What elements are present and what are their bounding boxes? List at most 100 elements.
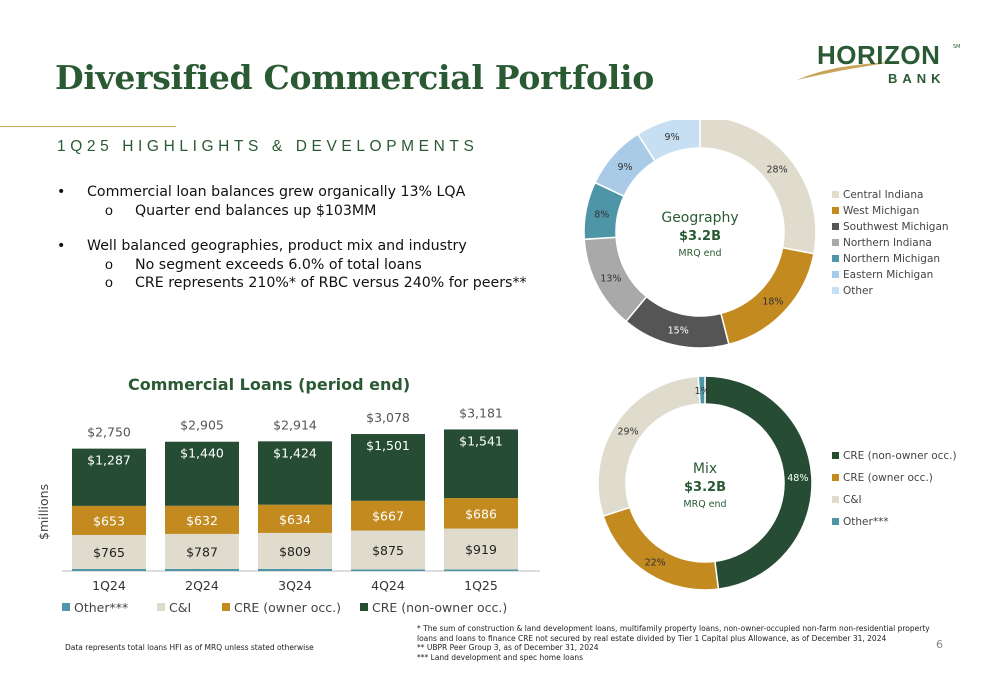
slice-label: 15% [668,326,689,337]
legend-swatch [832,271,839,278]
legend-swatch [832,255,839,262]
bar-segment-cre-owner-occ- [165,505,239,534]
sub-bullet-item: o No segment exceeds 6.0% of total loans [57,256,527,275]
bar-value-label: $787 [186,544,218,559]
legend-label: C&I [843,494,862,506]
bar-value-label: $1,501 [366,438,410,453]
slice-label: 29% [618,427,639,438]
bar-value-label: $765 [93,545,125,560]
sub-bullet-text: No segment exceeds 6.0% of total loans [135,256,422,273]
bar-segment-c-i [258,532,332,569]
logo-subtitle: BANK [888,71,946,86]
legend-label: Other*** [74,600,128,615]
bar-value-label: $1,541 [459,433,503,448]
donut-slice [625,295,730,349]
geography-donut-chart: 28% 18% 15% 13% 8% 9% 9% Geography $3.2B MRQ end C… [583,120,949,349]
legend-label: Northern Michigan [843,253,940,265]
legend-label: Southwest Michigan [843,221,949,233]
legend-swatch [360,603,368,611]
legend-label: CRE (owner occ.) [234,600,341,615]
legend-swatch [832,518,839,525]
legend-swatch [832,287,839,294]
donut-slice [597,375,701,518]
bar-segment-other- [72,568,146,571]
legend-label: West Michigan [843,205,919,217]
x-tick-label: 4Q24 [371,578,405,593]
x-tick-label: 3Q24 [278,578,312,593]
slice-label: 22% [645,558,666,569]
sub-bullet-text: CRE represents 210%* of RBC versus 240% … [135,275,527,291]
legend-label: CRE (owner occ.) [843,472,933,484]
bar-value-label: $634 [279,512,311,527]
bar-value-label: $653 [93,513,125,528]
footnote-cre: * The sum of construction & land develop… [417,624,930,643]
bar-segment-c-i [351,530,425,570]
footnote-left: Data represents total loans HFI as of MR… [65,643,314,652]
bar-segment-cre-non-owner-occ- [258,441,332,505]
bar-segment-cre-non-owner-occ- [72,448,146,506]
sub-bullet-item: o Quarter end balances up $103MM [57,202,527,221]
bar-value-label: $1,424 [273,445,317,460]
slice-label: 1% [695,386,710,397]
horizon-bank-logo: HORIZON SM BANK [795,40,970,90]
bar-value-label: $809 [279,544,311,559]
bar-value-label: $919 [465,542,497,557]
donut-center-title: Geography [661,210,738,226]
legend-swatch [62,603,70,611]
legend-swatch [832,496,839,503]
bar-total-label: $3,181 [459,405,503,420]
bar-segment-cre-non-owner-occ- [444,429,518,499]
commercial-loans-bar-chart: $45$765$653$1,287$2,7501Q24$46$787$632$1… [62,405,540,615]
footnote-land: *** Land development and spec home loans [417,652,584,662]
sub-bullet-marker: o [105,275,113,291]
slice-label: 9% [665,132,680,143]
legend-label: Eastern Michigan [843,269,933,281]
legend-label: CRE (non-owner occ.) [843,450,957,462]
bullet-text: Commercial loan balances grew organicall… [87,184,466,200]
donut-center-sub: MRQ end [678,248,721,259]
legend-label: CRE (non-owner occ.) [372,600,507,615]
slice-label: 13% [600,273,621,284]
bar-segment-other- [258,568,332,571]
highlights-list: • Commercial loan balances grew organica… [57,183,527,293]
bullet-marker: • [57,238,66,254]
bullet-item: • Commercial loan balances grew organica… [57,183,527,202]
bar-total-label: $2,914 [273,417,317,432]
page-title: Diversified Commercial Portfolio [55,58,654,97]
legend-swatch [157,603,165,611]
bar-segment-cre-owner-occ- [72,505,146,535]
slice-label: 9% [617,162,632,173]
bar-segment-other- [165,568,239,571]
bar-value-label: $1,287 [87,453,131,468]
sub-bullet-marker: o [105,202,113,219]
legend-label: Other [843,285,873,297]
logo-trademark: SM [953,44,961,50]
bar-segment-other- [351,569,425,571]
legend-swatch [832,191,839,198]
donut-center-value: $3.2B [684,480,726,495]
sub-bullet-marker: o [105,256,113,273]
legend-swatch [832,474,839,481]
mix-donut-chart: 48% 22% 29% 1% Mix $3.2B MRQ end CRE (non-owner… [597,375,957,591]
bar-total-label: $3,078 [366,410,410,425]
bar-value-label: $686 [465,506,497,521]
legend-label: Northern Indiana [843,237,932,249]
bar-total-label: $2,750 [87,425,131,440]
bar-segment-c-i [72,534,146,569]
bar-value-label: $1,440 [180,446,224,461]
bullet-marker: • [57,184,66,200]
donut-slice [697,375,706,405]
donut-slice [602,506,720,591]
footnote-peer: ** UBPR Peer Group 3, as of December 31,… [417,643,599,653]
donut-slice [636,120,701,163]
bar-value-label: $632 [186,513,218,528]
donut-center-sub: MRQ end [683,499,726,510]
gold-divider [0,126,176,127]
bar-segment-cre-owner-occ- [444,498,518,529]
bar-total-label: $2,905 [180,418,224,433]
footnotes-right: * The sum of construction & land develop… [417,624,937,662]
legend-label: Central Indiana [843,189,923,201]
legend-swatch [832,239,839,246]
slice-label: 8% [594,209,609,220]
bar-segment-other- [444,569,518,571]
